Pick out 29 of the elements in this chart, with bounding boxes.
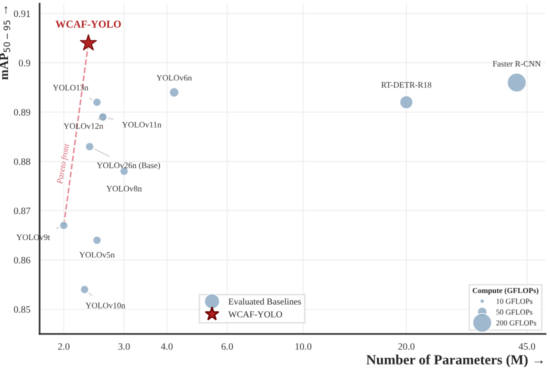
y-tick-label: 0.86: [14, 256, 30, 264]
x-tick-label: 20.0: [398, 343, 414, 350]
legend-label: Evaluated Baselines: [228, 298, 301, 305]
x-tick-label: 10.0: [296, 343, 312, 350]
annotation: YOLOv8n: [106, 186, 142, 192]
annotation: YOLO13n: [52, 84, 88, 90]
annotation: Faster R-CNN: [492, 60, 541, 67]
annotation: YOLOv6n: [156, 75, 192, 81]
annotation: WCAF-YOLO: [56, 20, 121, 28]
legend-label: WCAF-YOLO: [228, 311, 282, 318]
x-tick-label: 2.0: [58, 343, 70, 350]
y-axis-title: mAP$_{50−95}$ →: [0, 6, 10, 80]
y-tick-label: 0.88: [14, 158, 30, 165]
y-tick-label: 0.89: [14, 109, 30, 116]
y-tick-label: 0.85: [14, 306, 30, 313]
annotation: YOLOv11n: [122, 122, 162, 128]
x-tick-label: 3.0: [118, 343, 130, 350]
x-tick-label: 4.0: [161, 343, 173, 350]
text: Pareto front: [56, 143, 71, 184]
x-axis-title: Number of Parameters (M) →: [366, 354, 543, 368]
annotation: YOLOv26n (Base): [96, 162, 160, 170]
y-tick-label: 0.91: [14, 10, 30, 18]
y-tick-label: 0.87: [14, 208, 30, 214]
annotation: RT-DETR-R18: [381, 82, 432, 88]
x-tick-label: 6.0: [222, 343, 233, 350]
y-tick-label: 0.9: [18, 60, 30, 66]
x-tick-label: 45.0: [518, 343, 536, 350]
annotation: YOLOv10n: [86, 302, 126, 308]
annotation: YOLOv5n: [79, 252, 115, 258]
